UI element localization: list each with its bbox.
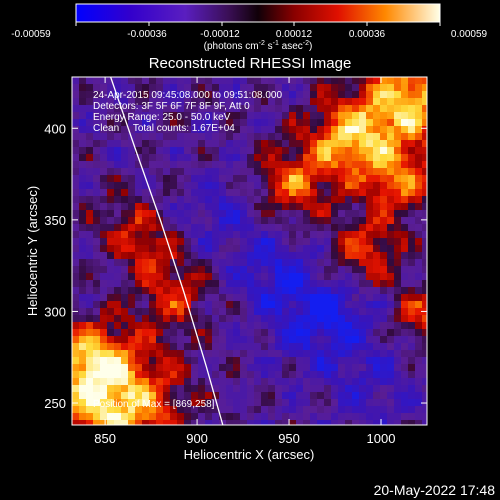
colorbar-ticks — [75, 22, 441, 26]
solar-limb-line — [110, 77, 224, 425]
x-tick-label: 950 — [278, 431, 300, 446]
chart-title: Reconstructed RHESSI Image — [149, 55, 352, 72]
colorbar-tick-label: -0.00059 — [11, 29, 51, 40]
y-tick-label: 400 — [44, 121, 66, 136]
heatmap-image — [72, 77, 427, 425]
colorbar-tick-label: 0.00059 — [451, 29, 488, 40]
colorbar-tick-label: -0.00012 — [200, 29, 240, 40]
colorbar-tick-label: -0.00036 — [127, 29, 167, 40]
annotation-line: Clean Total counts: 1.67E+04 — [93, 123, 235, 134]
position-of-max-label: Position of Max = [869,258] — [93, 399, 215, 410]
heatmap-cells — [72, 77, 427, 425]
axis-ticks: 850 900 950 1000 250 300 350 400 — [44, 77, 427, 446]
annotation-line: 24-Apr-2015 09:45:08.000 to 09:51:08.000 — [93, 90, 282, 101]
footer-date: 20-May-2022 17:48 — [374, 482, 496, 498]
colorbar: -0.00059 -0.00036 -0.00012 0.00012 0.000… — [11, 3, 488, 52]
annotation-line: Energy Range: 25.0 - 50.0 keV — [93, 112, 231, 123]
y-tick-label: 250 — [44, 396, 66, 411]
plot-frame — [71, 76, 428, 426]
y-tick-label: 300 — [44, 304, 66, 319]
y-tick-label: 350 — [44, 213, 66, 228]
x-tick-label: 900 — [186, 431, 208, 446]
colorbar-gradient — [75, 3, 441, 23]
y-axis-label: Heliocentric Y (arcsec) — [25, 186, 40, 316]
x-tick-label: 850 — [94, 431, 116, 446]
x-axis-label: Heliocentric X (arcsec) — [184, 447, 315, 462]
observation-info: 24-Apr-2015 09:45:08.000 to 09:51:08.000… — [93, 90, 282, 134]
x-tick-label: 1000 — [367, 431, 396, 446]
colorbar-tick-label: 0.00012 — [276, 29, 313, 40]
colorbar-tick-label: 0.00036 — [349, 29, 386, 40]
annotation-line: Detectors: 3F 5F 6F 7F 8F 9F, Att 0 — [93, 101, 250, 112]
colorbar-units: (photons cm-2 s-1 asec-2) — [204, 40, 313, 52]
